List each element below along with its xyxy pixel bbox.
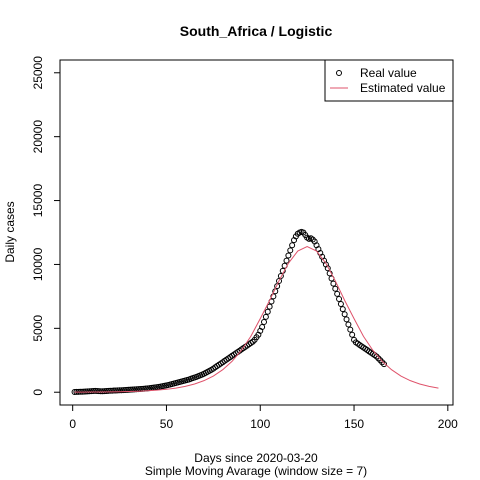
point [124, 386, 131, 393]
x-tick-label: 100 [250, 417, 270, 431]
point [88, 388, 95, 395]
point [103, 387, 110, 394]
y-tick-label: 25000 [31, 56, 45, 90]
plot-box [59, 59, 454, 406]
point [120, 387, 127, 394]
point [345, 321, 352, 328]
y-axis-label: Daily cases [3, 201, 17, 262]
point [86, 388, 93, 395]
x-tick-label: 150 [344, 417, 364, 431]
estimated-line [74, 246, 439, 393]
point [97, 388, 104, 395]
point [101, 388, 108, 395]
point [375, 355, 382, 362]
chart-title: South_Africa / Logistic [180, 23, 333, 39]
point [285, 252, 292, 259]
point [84, 388, 91, 395]
legend-label: Estimated value [360, 81, 446, 95]
point [259, 324, 266, 331]
point [334, 290, 341, 297]
point [332, 285, 339, 292]
y-tick-label: 15000 [31, 184, 45, 218]
point [349, 331, 356, 338]
y-tick-label: 10000 [31, 247, 45, 281]
x-axis-label: Days since 2020-03-20 [194, 451, 318, 465]
point [337, 301, 344, 308]
point [131, 386, 138, 393]
legend-box [324, 59, 454, 102]
point [261, 318, 268, 325]
point [94, 387, 101, 394]
point [309, 236, 316, 243]
x-tick-label: 50 [160, 417, 174, 431]
point [95, 388, 102, 395]
point [82, 388, 89, 395]
point [283, 257, 290, 264]
point [99, 388, 106, 395]
point [122, 387, 129, 394]
x-tick-label: 200 [438, 417, 458, 431]
point [347, 326, 354, 333]
point [114, 387, 121, 394]
point [112, 387, 119, 394]
subtitle: Simple Moving Avarage (window size = 7) [145, 464, 367, 478]
point [105, 387, 112, 394]
point [133, 386, 140, 393]
point [287, 247, 294, 254]
y-tick-label: 5000 [31, 315, 45, 342]
y-tick-label: 0 [31, 389, 45, 396]
point [336, 295, 343, 302]
point [92, 387, 99, 394]
point [289, 242, 296, 249]
y-tick-label: 20000 [31, 120, 45, 154]
point [266, 303, 273, 310]
point [110, 387, 117, 394]
legend-label: Real value [360, 66, 417, 80]
point [90, 387, 97, 394]
point [381, 361, 388, 368]
point [343, 316, 350, 323]
x-tick-label: 0 [69, 417, 76, 431]
point [127, 386, 134, 393]
point [270, 293, 277, 300]
point [262, 313, 269, 320]
point [276, 278, 283, 285]
point [377, 357, 384, 364]
point [125, 386, 132, 393]
point [129, 386, 136, 393]
point [330, 280, 337, 287]
point [118, 387, 125, 394]
point [339, 306, 346, 313]
point [249, 338, 256, 345]
point [277, 272, 284, 279]
legend-point [336, 70, 342, 76]
point [116, 387, 123, 394]
point [107, 387, 114, 394]
point [109, 387, 116, 394]
point [341, 311, 348, 318]
point [264, 308, 271, 315]
point [379, 359, 386, 366]
